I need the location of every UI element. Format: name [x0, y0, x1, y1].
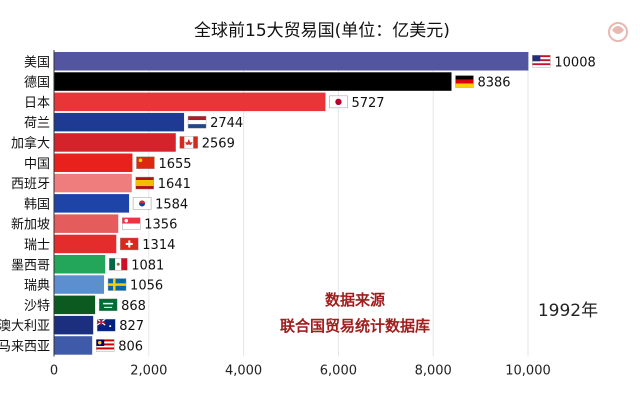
value-label: 1314	[142, 238, 175, 253]
bar	[54, 92, 326, 112]
x-tick-label: 10,000	[505, 364, 551, 379]
bar	[54, 133, 176, 152]
saudi-flag-icon	[98, 298, 118, 312]
bar-row: 加拿大 2569	[11, 133, 235, 152]
x-tick-label: 8,000	[415, 364, 452, 379]
bar	[54, 234, 117, 254]
category-label: 德国	[24, 76, 50, 91]
bar	[54, 255, 106, 274]
bar-row: 美国 10008	[24, 52, 596, 71]
bar-row: 新加坡 1356	[11, 214, 177, 233]
bar	[54, 72, 452, 91]
category-label: 日本	[24, 96, 50, 111]
channel-logo	[608, 22, 628, 42]
korea-flag-icon	[132, 197, 152, 210]
bar	[54, 275, 105, 294]
x-tick-label: 6,000	[320, 364, 357, 379]
category-label: 新加坡	[11, 217, 50, 233]
value-label: 1641	[158, 177, 191, 192]
category-label: 中国	[24, 157, 50, 172]
bar-row: 瑞典 1056	[24, 275, 163, 294]
value-label: 10008	[554, 55, 595, 70]
bar	[54, 336, 93, 355]
mexico-flag-icon	[109, 258, 128, 271]
japan-flag-icon	[329, 95, 348, 109]
category-label: 加拿大	[11, 135, 50, 151]
x-tick-label: 0	[50, 364, 58, 379]
category-label: 韩国	[24, 197, 50, 212]
value-label: 1584	[155, 197, 188, 212]
category-label: 澳大利亚	[0, 318, 50, 334]
value-label: 868	[121, 299, 146, 314]
category-label: 瑞典	[24, 279, 50, 294]
bar-row: 澳大利亚 827	[0, 315, 144, 335]
value-label: 8386	[477, 76, 510, 91]
value-label: 2569	[202, 136, 235, 151]
category-label: 沙特	[24, 299, 50, 314]
bar	[54, 194, 130, 213]
value-label: 1081	[131, 258, 164, 273]
china-flag-icon	[136, 156, 155, 169]
category-label: 美国	[24, 55, 50, 70]
usa-flag-icon	[532, 55, 551, 68]
chart-title: 全球前15大贸易国(单位：亿美元)	[194, 21, 450, 41]
category-label: 荷兰	[24, 116, 50, 131]
bar	[54, 112, 185, 132]
bar-row: 日本 5727	[24, 92, 385, 112]
x-tick-label: 2,000	[130, 364, 167, 379]
category-label: 瑞士	[24, 238, 50, 253]
category-label: 西班牙	[11, 177, 50, 192]
bar	[54, 214, 119, 233]
netherlands-flag-icon	[187, 115, 207, 129]
switzerland-flag-icon	[120, 237, 139, 251]
bar-row: 瑞士 1314	[24, 234, 175, 254]
bar	[54, 173, 132, 193]
bar	[54, 295, 96, 315]
malaysia-flag-icon	[96, 339, 115, 352]
value-label: 1056	[130, 279, 163, 294]
australia-flag-icon	[96, 318, 116, 332]
singapore-flag-icon	[122, 217, 141, 230]
bar-row: 韩国 1584	[24, 194, 188, 213]
bar-row: 马来西亚 806	[0, 336, 143, 355]
value-label: 1655	[158, 157, 191, 172]
value-label: 2744	[210, 116, 243, 131]
bar	[54, 315, 94, 335]
category-label: 墨西哥	[11, 258, 50, 273]
spain-flag-icon	[135, 176, 154, 190]
source-name: 联合国贸易统计数据库	[280, 317, 430, 335]
bar	[54, 52, 529, 71]
category-label: 马来西亚	[0, 339, 50, 354]
sweden-flag-icon	[107, 278, 127, 291]
bar-row: 荷兰 2744	[24, 112, 243, 132]
bar-row: 沙特 868	[24, 295, 146, 315]
canada-flag-icon	[179, 136, 198, 149]
value-label: 827	[119, 319, 144, 334]
bar-row: 中国 1655	[24, 153, 192, 172]
bar-row: 西班牙 1641	[11, 173, 191, 193]
bar-row: 墨西哥 1081	[11, 255, 164, 274]
x-tick-label: 4,000	[225, 364, 262, 379]
value-label: 5727	[351, 96, 384, 111]
bar-row: 德国 8386	[24, 72, 511, 91]
year-label: 1992年	[538, 301, 598, 321]
germany-flag-icon	[455, 75, 474, 88]
bar	[54, 153, 133, 172]
value-label: 806	[118, 339, 143, 354]
value-label: 1356	[144, 218, 177, 233]
source-label: 数据来源	[325, 291, 385, 309]
